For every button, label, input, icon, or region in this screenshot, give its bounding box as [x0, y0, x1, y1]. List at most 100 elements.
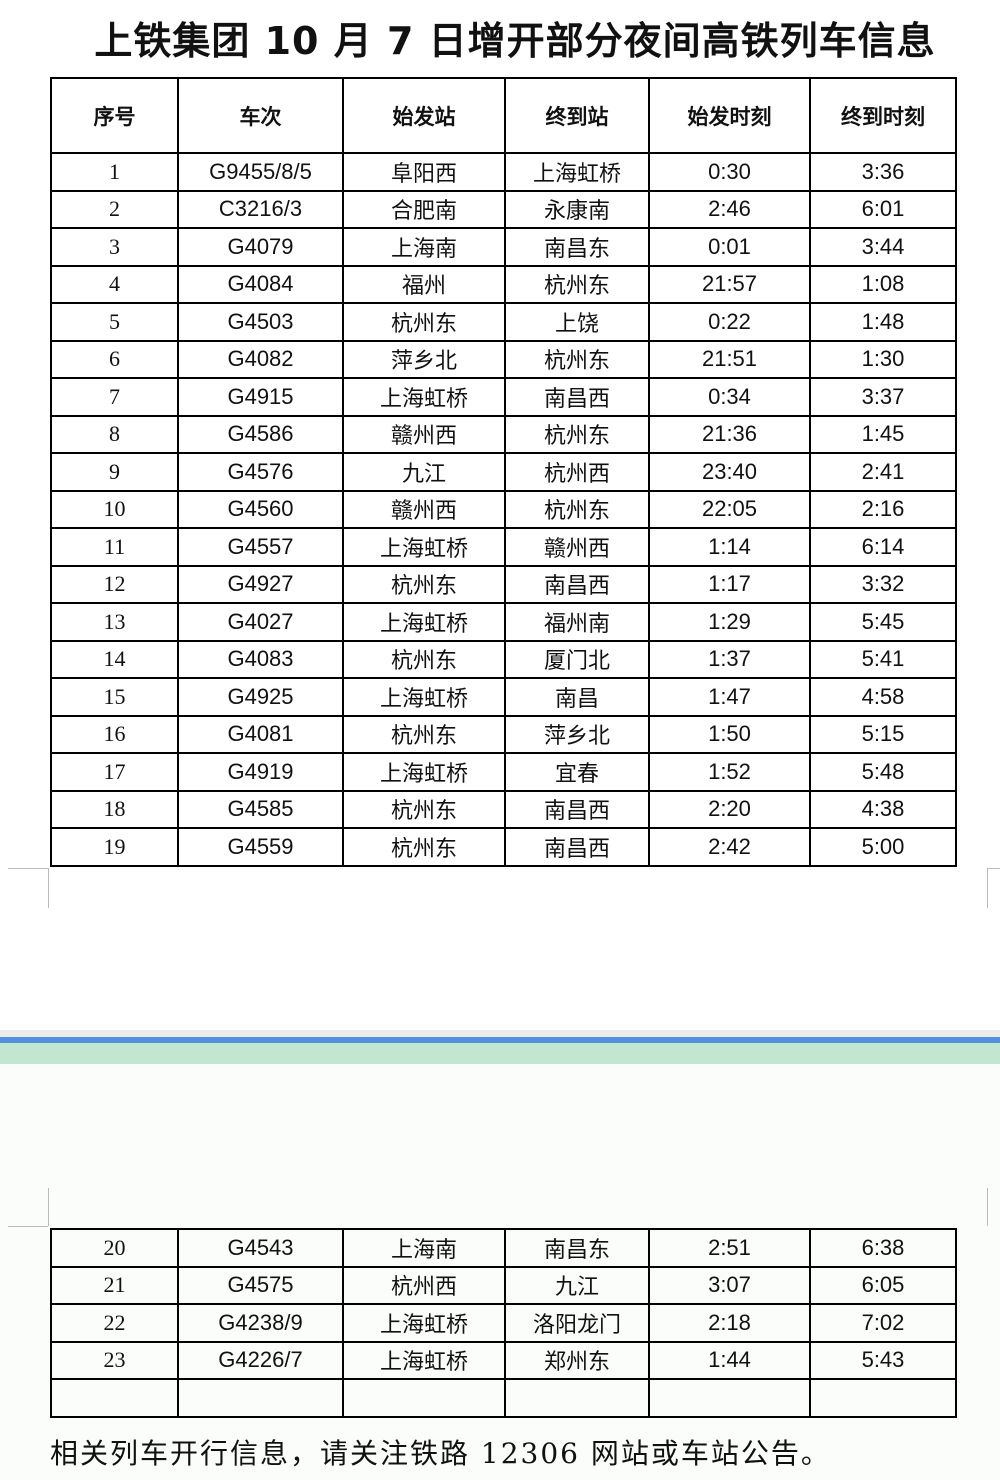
cell-seq: 6 [50, 339, 179, 379]
cell-depart-time: 1:47 [648, 677, 811, 717]
cell-origin: 上海虹桥 [342, 1340, 506, 1380]
cell-destination: 厦门北 [504, 639, 650, 679]
cell-depart-time: 1:52 [648, 752, 811, 792]
cell-origin: 萍乡北 [342, 339, 506, 379]
cell-depart-time: 2:18 [648, 1303, 811, 1343]
table-row: 11 G4557 上海虹桥 赣州西 1:14 6:14 [50, 527, 957, 567]
cell-destination: 南昌东 [504, 1228, 650, 1268]
crop-mark [8, 1226, 48, 1227]
cell-seq: 16 [50, 714, 179, 754]
cell-origin: 福州 [342, 264, 506, 304]
cell-seq: 17 [50, 752, 179, 792]
table-row: 7 G4915 上海虹桥 南昌西 0:34 3:37 [50, 377, 957, 417]
table-row: 8 G4586 赣州西 杭州东 21:36 1:45 [50, 414, 957, 454]
cell-seq: 9 [50, 452, 179, 492]
cell-seq: 11 [50, 527, 179, 567]
cell-destination: 杭州东 [504, 414, 650, 454]
cell-arrive-time: 1:08 [809, 264, 957, 304]
cell-arrive-time: 2:16 [809, 489, 957, 529]
table-row: 12 G4927 杭州东 南昌西 1:17 3:32 [50, 564, 957, 604]
cell-arrive-time: 4:58 [809, 677, 957, 717]
cell-destination [504, 1378, 650, 1418]
cell-depart-time: 0:30 [648, 152, 811, 192]
cell-seq [50, 1378, 179, 1418]
cell-depart-time: 2:42 [648, 827, 811, 867]
table-row: 2 C3216/3 合肥南 永康南 2:46 6:01 [50, 189, 957, 229]
cell-origin: 上海虹桥 [342, 602, 506, 642]
cell-depart-time: 2:20 [648, 789, 811, 829]
cell-train [177, 1378, 344, 1418]
cell-seq: 4 [50, 264, 179, 304]
cell-seq: 13 [50, 602, 179, 642]
header-depart-time: 始发时刻 [648, 77, 811, 154]
document-title: 上铁集团 10 月 7 日增开部分夜间高铁列车信息 [94, 19, 936, 63]
cell-destination: 南昌西 [504, 789, 650, 829]
cell-depart-time: 0:34 [648, 377, 811, 417]
cell-seq: 2 [50, 189, 179, 229]
cell-origin: 杭州东 [342, 827, 506, 867]
cell-train: G4576 [177, 452, 344, 492]
crop-mark [987, 868, 1000, 869]
cell-destination: 永康南 [504, 189, 650, 229]
cell-origin: 上海虹桥 [342, 1303, 506, 1343]
cell-train: G4559 [177, 827, 344, 867]
cell-origin: 九江 [342, 452, 506, 492]
cell-depart-time: 1:37 [648, 639, 811, 679]
table-row: 9 G4576 九江 杭州西 23:40 2:41 [50, 452, 957, 492]
cell-seq: 18 [50, 789, 179, 829]
cell-depart-time: 21:51 [648, 339, 811, 379]
cell-arrive-time: 5:43 [809, 1340, 957, 1380]
cell-arrive-time: 5:15 [809, 714, 957, 754]
cell-seq: 3 [50, 227, 179, 267]
table-row [50, 1378, 957, 1418]
cell-depart-time: 1:14 [648, 527, 811, 567]
cell-destination: 萍乡北 [504, 714, 650, 754]
table-row: 18 G4585 杭州东 南昌西 2:20 4:38 [50, 789, 957, 829]
cell-depart-time: 1:50 [648, 714, 811, 754]
cell-train: G4585 [177, 789, 344, 829]
cell-arrive-time [809, 1378, 957, 1418]
cell-arrive-time: 1:30 [809, 339, 957, 379]
cell-arrive-time: 3:44 [809, 227, 957, 267]
table-row: 19 G4559 杭州东 南昌西 2:42 5:00 [50, 827, 957, 867]
cell-seq: 10 [50, 489, 179, 529]
cell-arrive-time: 3:32 [809, 564, 957, 604]
cell-seq: 8 [50, 414, 179, 454]
table-row: 1 G9455/8/5 阜阳西 上海虹桥 0:30 3:36 [50, 152, 957, 192]
cell-destination: 杭州西 [504, 452, 650, 492]
header-destination: 终到站 [504, 77, 650, 154]
table-row: 4 G4084 福州 杭州东 21:57 1:08 [50, 264, 957, 304]
cell-arrive-time: 5:45 [809, 602, 957, 642]
cell-origin: 赣州西 [342, 414, 506, 454]
cell-destination: 郑州东 [504, 1340, 650, 1380]
cell-seq: 15 [50, 677, 179, 717]
cell-depart-time: 23:40 [648, 452, 811, 492]
cell-origin: 上海虹桥 [342, 377, 506, 417]
cell-train: G4575 [177, 1265, 344, 1305]
table-row: 22 G4238/9 上海虹桥 洛阳龙门 2:18 7:02 [50, 1303, 957, 1343]
train-table-page-2: 20 G4543 上海南 南昌东 2:51 6:38 21 G4575 杭州西 九江 3:07 6:0… [50, 1228, 957, 1418]
cell-seq: 12 [50, 564, 179, 604]
cell-origin: 赣州西 [342, 489, 506, 529]
cell-train: G4560 [177, 489, 344, 529]
cell-destination: 洛阳龙门 [504, 1303, 650, 1343]
cell-train: G4083 [177, 639, 344, 679]
cell-origin [342, 1378, 506, 1418]
cell-origin: 杭州东 [342, 639, 506, 679]
cell-train: G4927 [177, 564, 344, 604]
table-row: 16 G4081 杭州东 萍乡北 1:50 5:15 [50, 714, 957, 754]
cell-destination: 上海虹桥 [504, 152, 650, 192]
cell-seq: 19 [50, 827, 179, 867]
cell-destination: 南昌 [504, 677, 650, 717]
cell-destination: 上饶 [504, 302, 650, 342]
cell-destination: 南昌西 [504, 827, 650, 867]
cell-arrive-time: 6:38 [809, 1228, 957, 1268]
cell-origin: 上海虹桥 [342, 677, 506, 717]
table-row: 10 G4560 赣州西 杭州东 22:05 2:16 [50, 489, 957, 529]
cell-origin: 上海虹桥 [342, 527, 506, 567]
cell-destination: 南昌西 [504, 564, 650, 604]
cell-arrive-time: 6:01 [809, 189, 957, 229]
cell-arrive-time: 4:38 [809, 789, 957, 829]
cell-seq: 7 [50, 377, 179, 417]
page-break-gap [0, 1030, 1000, 1037]
